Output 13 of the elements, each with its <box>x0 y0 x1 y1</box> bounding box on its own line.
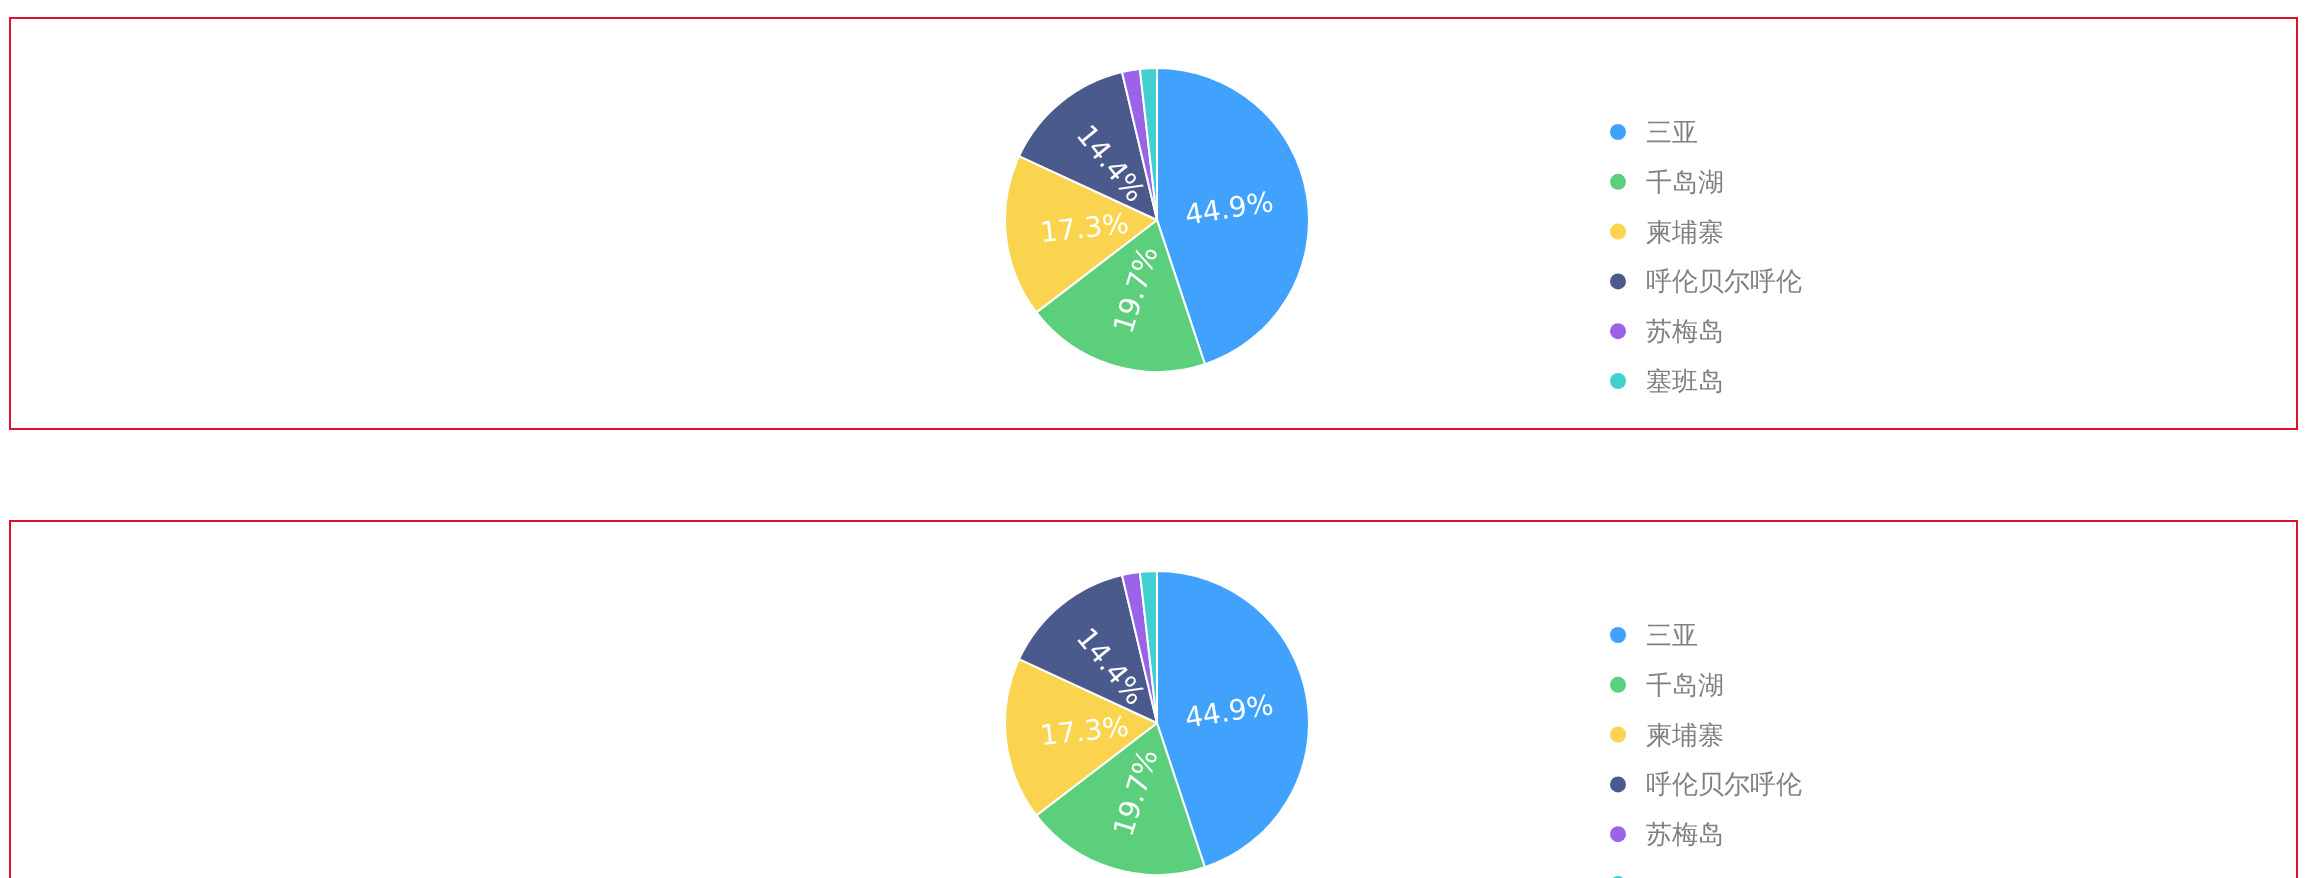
legend-label: 千岛湖 <box>1646 166 1724 197</box>
legend-label: 苏梅岛 <box>1646 316 1724 347</box>
legend-label: 呼伦贝尔呼伦 <box>1646 266 1802 297</box>
legend-label: 三亚 <box>1646 620 1698 650</box>
legend-label: 呼伦贝尔呼伦 <box>1646 769 1802 800</box>
legend-label: 柬埔寨 <box>1646 216 1724 247</box>
legend-label: 苏梅岛 <box>1646 819 1724 850</box>
legend-label: 千岛湖 <box>1646 669 1724 700</box>
legend-label: 塞班岛 <box>1646 366 1724 396</box>
legend-label: 柬埔寨 <box>1646 719 1724 750</box>
data-label: 44.9% <box>1182 184 1276 232</box>
legend-label: 三亚 <box>1646 117 1698 147</box>
data-label: 44.9% <box>1182 687 1276 735</box>
